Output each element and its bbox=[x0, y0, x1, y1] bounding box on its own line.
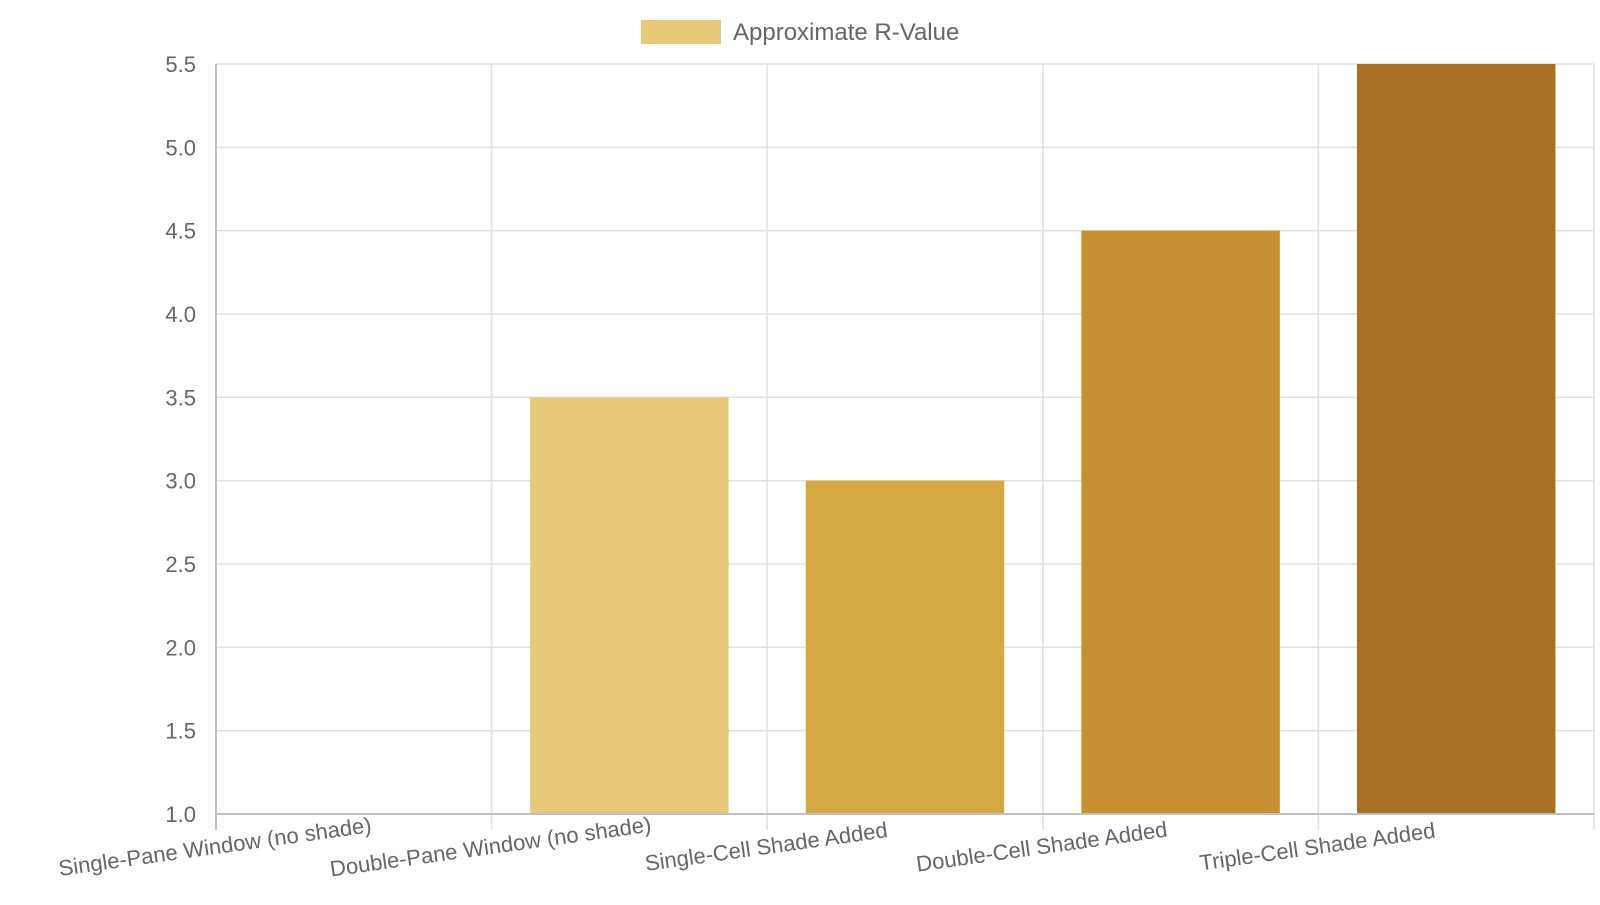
y-tick-label: 1.5 bbox=[165, 719, 196, 744]
y-tick-label: 4.5 bbox=[165, 219, 196, 244]
legend[interactable]: Approximate R-Value bbox=[641, 19, 959, 46]
x-tick-label: Double-Cell Shade Added bbox=[915, 817, 1169, 877]
bar-4[interactable] bbox=[1081, 230, 1280, 814]
bar-2[interactable] bbox=[530, 397, 729, 814]
y-tick-label: 2.5 bbox=[165, 552, 196, 577]
legend-swatch[interactable] bbox=[641, 20, 721, 44]
axes bbox=[215, 64, 1595, 830]
x-tick-label: Single-Cell Shade Added bbox=[643, 817, 889, 876]
y-tick-label: 2.0 bbox=[165, 635, 196, 660]
x-tick-label: Double-Pane Window (no shade) bbox=[328, 812, 652, 882]
y-tick-label: 5.5 bbox=[165, 52, 196, 77]
x-tick-label: Triple-Cell Shade Added bbox=[1198, 818, 1437, 876]
bar-3[interactable] bbox=[805, 480, 1005, 814]
legend-label[interactable]: Approximate R-Value bbox=[733, 19, 959, 46]
y-tick-label: 4.0 bbox=[165, 302, 196, 327]
x-tick-label: Single-Pane Window (no shade) bbox=[57, 812, 373, 881]
y-tick-label: 3.0 bbox=[165, 469, 196, 494]
x-tick-labels: Single-Pane Window (no shade)Double-Pane… bbox=[57, 812, 1437, 882]
y-tick-labels: 1.0 1.5 2.0 2.5 3.0 3.5 4.0 4.5 5.0 5.5 bbox=[165, 52, 196, 827]
grid-lines bbox=[216, 63, 1595, 814]
bars bbox=[530, 64, 1556, 814]
y-tick-label: 5.0 bbox=[165, 135, 196, 160]
y-tick-label: 3.5 bbox=[165, 385, 196, 410]
y-tick-label: 1.0 bbox=[165, 802, 196, 827]
bar-5[interactable] bbox=[1356, 64, 1556, 814]
